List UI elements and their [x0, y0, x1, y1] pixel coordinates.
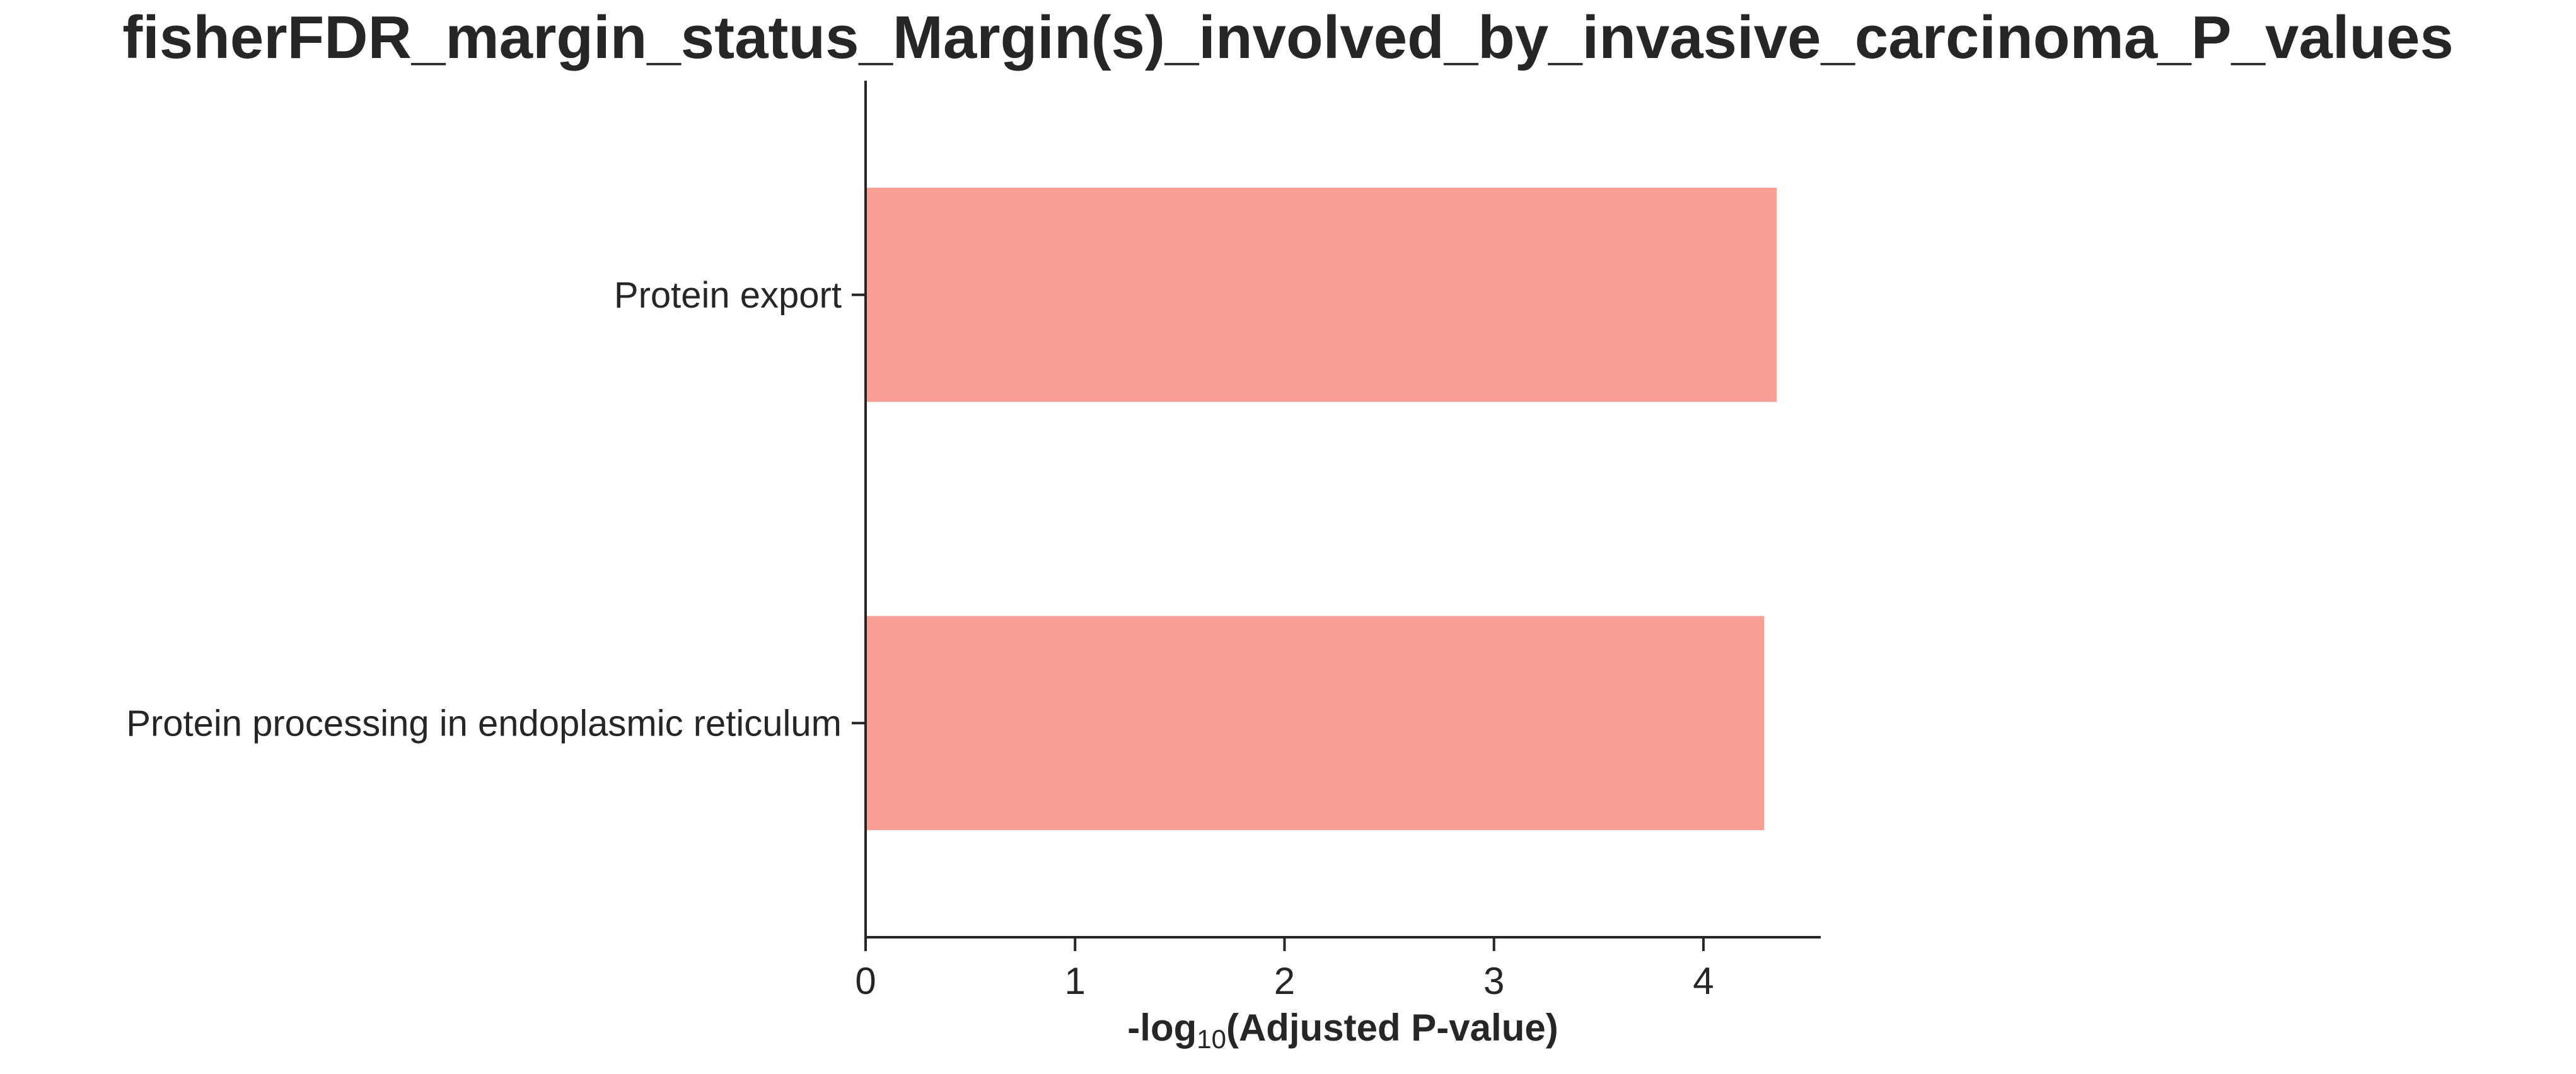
y-tick-label: Protein processing in endoplasmic reticu… — [126, 703, 842, 744]
x-axis-label-subscript: 10 — [1197, 1024, 1226, 1054]
x-axis-label-prefix: -log — [1127, 1007, 1197, 1049]
x-axis-label-suffix: (Adjusted P-value) — [1226, 1007, 1558, 1049]
x-axis-label: -log10(Adjusted P-value) — [1127, 1007, 1558, 1054]
x-ticks-group: 0 1 2 3 4 — [855, 937, 1714, 1002]
y-ticks-group: Protein export Protein processing in endo… — [126, 275, 866, 744]
x-tick-label: 3 — [1483, 960, 1504, 1002]
bar — [866, 187, 1777, 402]
x-tick-label: 0 — [855, 960, 876, 1002]
x-tick-label: 4 — [1693, 960, 1714, 1002]
bar — [866, 616, 1765, 831]
bars-group — [866, 187, 1777, 831]
x-tick-label: 1 — [1065, 960, 1086, 1002]
y-tick-label: Protein export — [614, 275, 842, 316]
chart-title: fisherFDR_margin_status_Margin(s)_involv… — [122, 4, 2454, 71]
x-tick-label: 2 — [1274, 960, 1295, 1002]
